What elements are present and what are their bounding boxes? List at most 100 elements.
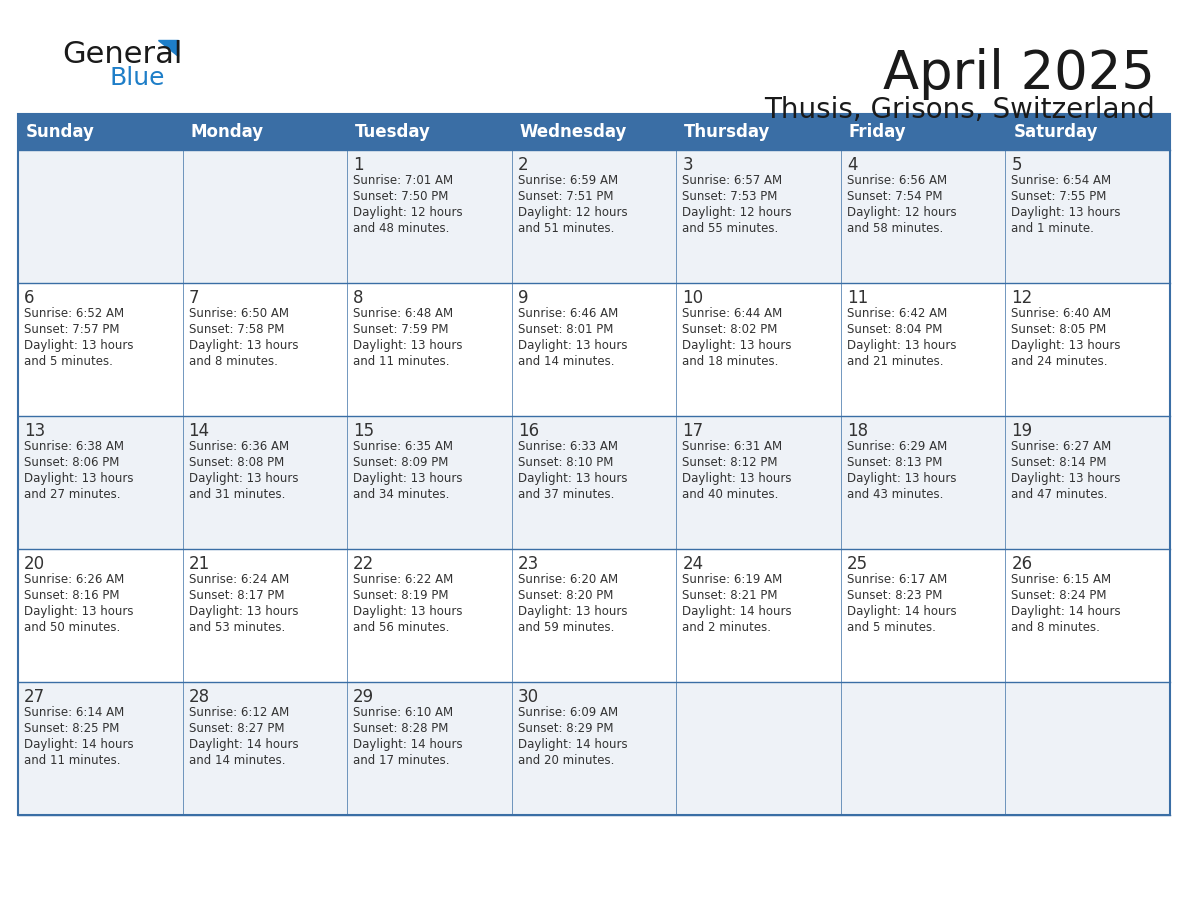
Bar — [18, 283, 1170, 416]
Text: 8: 8 — [353, 289, 364, 307]
Text: Sunrise: 6:14 AM: Sunrise: 6:14 AM — [24, 706, 125, 719]
Text: 12: 12 — [1011, 289, 1032, 307]
Text: and 20 minutes.: and 20 minutes. — [518, 754, 614, 767]
Text: Daylight: 13 hours: Daylight: 13 hours — [189, 339, 298, 352]
Text: Sunrise: 6:56 AM: Sunrise: 6:56 AM — [847, 174, 947, 187]
Text: Sunrise: 6:35 AM: Sunrise: 6:35 AM — [353, 440, 453, 453]
Text: Thursday: Thursday — [684, 123, 771, 141]
Text: Sunset: 8:20 PM: Sunset: 8:20 PM — [518, 589, 613, 602]
Text: Daylight: 12 hours: Daylight: 12 hours — [847, 206, 956, 219]
Text: Daylight: 14 hours: Daylight: 14 hours — [189, 738, 298, 751]
Text: Sunrise: 6:20 AM: Sunrise: 6:20 AM — [518, 573, 618, 586]
Text: 29: 29 — [353, 688, 374, 706]
Text: Sunset: 7:55 PM: Sunset: 7:55 PM — [1011, 190, 1107, 203]
Text: 9: 9 — [518, 289, 529, 307]
Text: and 5 minutes.: and 5 minutes. — [24, 355, 113, 368]
Text: and 47 minutes.: and 47 minutes. — [1011, 488, 1108, 501]
Text: 23: 23 — [518, 555, 539, 573]
Text: and 34 minutes.: and 34 minutes. — [353, 488, 449, 501]
Text: and 11 minutes.: and 11 minutes. — [353, 355, 449, 368]
Text: 24: 24 — [682, 555, 703, 573]
Text: 16: 16 — [518, 422, 539, 440]
Text: Daylight: 13 hours: Daylight: 13 hours — [847, 472, 956, 485]
Text: Sunset: 7:51 PM: Sunset: 7:51 PM — [518, 190, 613, 203]
Text: 26: 26 — [1011, 555, 1032, 573]
Text: Sunrise: 6:48 AM: Sunrise: 6:48 AM — [353, 307, 454, 320]
Text: Thusis, Grisons, Switzerland: Thusis, Grisons, Switzerland — [764, 96, 1155, 124]
Text: Sunset: 8:21 PM: Sunset: 8:21 PM — [682, 589, 778, 602]
Text: Daylight: 14 hours: Daylight: 14 hours — [682, 605, 792, 618]
Text: Sunrise: 6:52 AM: Sunrise: 6:52 AM — [24, 307, 124, 320]
Text: Sunset: 7:57 PM: Sunset: 7:57 PM — [24, 323, 120, 336]
Text: 2: 2 — [518, 156, 529, 174]
Text: Sunset: 7:50 PM: Sunset: 7:50 PM — [353, 190, 449, 203]
Text: Sunset: 8:08 PM: Sunset: 8:08 PM — [189, 456, 284, 469]
Text: Daylight: 12 hours: Daylight: 12 hours — [353, 206, 463, 219]
Text: Sunrise: 6:36 AM: Sunrise: 6:36 AM — [189, 440, 289, 453]
Text: 11: 11 — [847, 289, 868, 307]
Text: Sunrise: 6:15 AM: Sunrise: 6:15 AM — [1011, 573, 1112, 586]
Text: Daylight: 14 hours: Daylight: 14 hours — [353, 738, 463, 751]
Text: Sunrise: 6:57 AM: Sunrise: 6:57 AM — [682, 174, 783, 187]
Text: Daylight: 12 hours: Daylight: 12 hours — [682, 206, 792, 219]
Text: Sunrise: 6:19 AM: Sunrise: 6:19 AM — [682, 573, 783, 586]
Text: and 8 minutes.: and 8 minutes. — [189, 355, 278, 368]
Text: and 11 minutes.: and 11 minutes. — [24, 754, 120, 767]
Text: and 2 minutes.: and 2 minutes. — [682, 621, 771, 634]
Text: and 59 minutes.: and 59 minutes. — [518, 621, 614, 634]
Text: and 24 minutes.: and 24 minutes. — [1011, 355, 1108, 368]
Text: and 58 minutes.: and 58 minutes. — [847, 222, 943, 235]
Text: Sunrise: 7:01 AM: Sunrise: 7:01 AM — [353, 174, 454, 187]
Text: Sunrise: 6:29 AM: Sunrise: 6:29 AM — [847, 440, 947, 453]
Text: and 27 minutes.: and 27 minutes. — [24, 488, 120, 501]
Text: Sunset: 8:09 PM: Sunset: 8:09 PM — [353, 456, 449, 469]
Text: Sunset: 8:29 PM: Sunset: 8:29 PM — [518, 722, 613, 735]
Text: 10: 10 — [682, 289, 703, 307]
Bar — [18, 150, 1170, 283]
Text: and 17 minutes.: and 17 minutes. — [353, 754, 449, 767]
Text: Sunrise: 6:24 AM: Sunrise: 6:24 AM — [189, 573, 289, 586]
Text: Sunrise: 6:54 AM: Sunrise: 6:54 AM — [1011, 174, 1112, 187]
Text: and 51 minutes.: and 51 minutes. — [518, 222, 614, 235]
Text: Sunset: 8:05 PM: Sunset: 8:05 PM — [1011, 323, 1107, 336]
Text: Sunrise: 6:59 AM: Sunrise: 6:59 AM — [518, 174, 618, 187]
Text: Sunrise: 6:44 AM: Sunrise: 6:44 AM — [682, 307, 783, 320]
Text: and 37 minutes.: and 37 minutes. — [518, 488, 614, 501]
Bar — [18, 114, 1170, 815]
Text: Daylight: 13 hours: Daylight: 13 hours — [24, 339, 133, 352]
Text: 13: 13 — [24, 422, 45, 440]
Text: Sunrise: 6:38 AM: Sunrise: 6:38 AM — [24, 440, 124, 453]
Text: Sunset: 8:19 PM: Sunset: 8:19 PM — [353, 589, 449, 602]
Text: and 21 minutes.: and 21 minutes. — [847, 355, 943, 368]
Text: Daylight: 14 hours: Daylight: 14 hours — [24, 738, 133, 751]
Text: Sunset: 8:14 PM: Sunset: 8:14 PM — [1011, 456, 1107, 469]
Text: Sunset: 8:23 PM: Sunset: 8:23 PM — [847, 589, 942, 602]
Text: 25: 25 — [847, 555, 868, 573]
Text: and 56 minutes.: and 56 minutes. — [353, 621, 449, 634]
Text: Saturday: Saturday — [1013, 123, 1098, 141]
Text: Daylight: 13 hours: Daylight: 13 hours — [682, 472, 791, 485]
Text: 1: 1 — [353, 156, 364, 174]
Text: Daylight: 13 hours: Daylight: 13 hours — [189, 605, 298, 618]
Bar — [18, 416, 1170, 549]
Text: and 5 minutes.: and 5 minutes. — [847, 621, 936, 634]
Text: 30: 30 — [518, 688, 539, 706]
Text: Daylight: 14 hours: Daylight: 14 hours — [518, 738, 627, 751]
Text: Daylight: 13 hours: Daylight: 13 hours — [353, 605, 462, 618]
Text: Monday: Monday — [190, 123, 264, 141]
Text: Sunrise: 6:10 AM: Sunrise: 6:10 AM — [353, 706, 454, 719]
Text: 15: 15 — [353, 422, 374, 440]
Text: and 14 minutes.: and 14 minutes. — [518, 355, 614, 368]
Text: Sunrise: 6:22 AM: Sunrise: 6:22 AM — [353, 573, 454, 586]
Text: 6: 6 — [24, 289, 34, 307]
Text: and 18 minutes.: and 18 minutes. — [682, 355, 778, 368]
Text: and 48 minutes.: and 48 minutes. — [353, 222, 449, 235]
Text: Daylight: 13 hours: Daylight: 13 hours — [518, 339, 627, 352]
Bar — [18, 549, 1170, 682]
Text: Daylight: 13 hours: Daylight: 13 hours — [353, 339, 462, 352]
Text: Daylight: 14 hours: Daylight: 14 hours — [1011, 605, 1121, 618]
Text: Sunset: 8:25 PM: Sunset: 8:25 PM — [24, 722, 119, 735]
Text: Sunrise: 6:09 AM: Sunrise: 6:09 AM — [518, 706, 618, 719]
Text: General: General — [62, 40, 183, 69]
Text: Daylight: 13 hours: Daylight: 13 hours — [353, 472, 462, 485]
